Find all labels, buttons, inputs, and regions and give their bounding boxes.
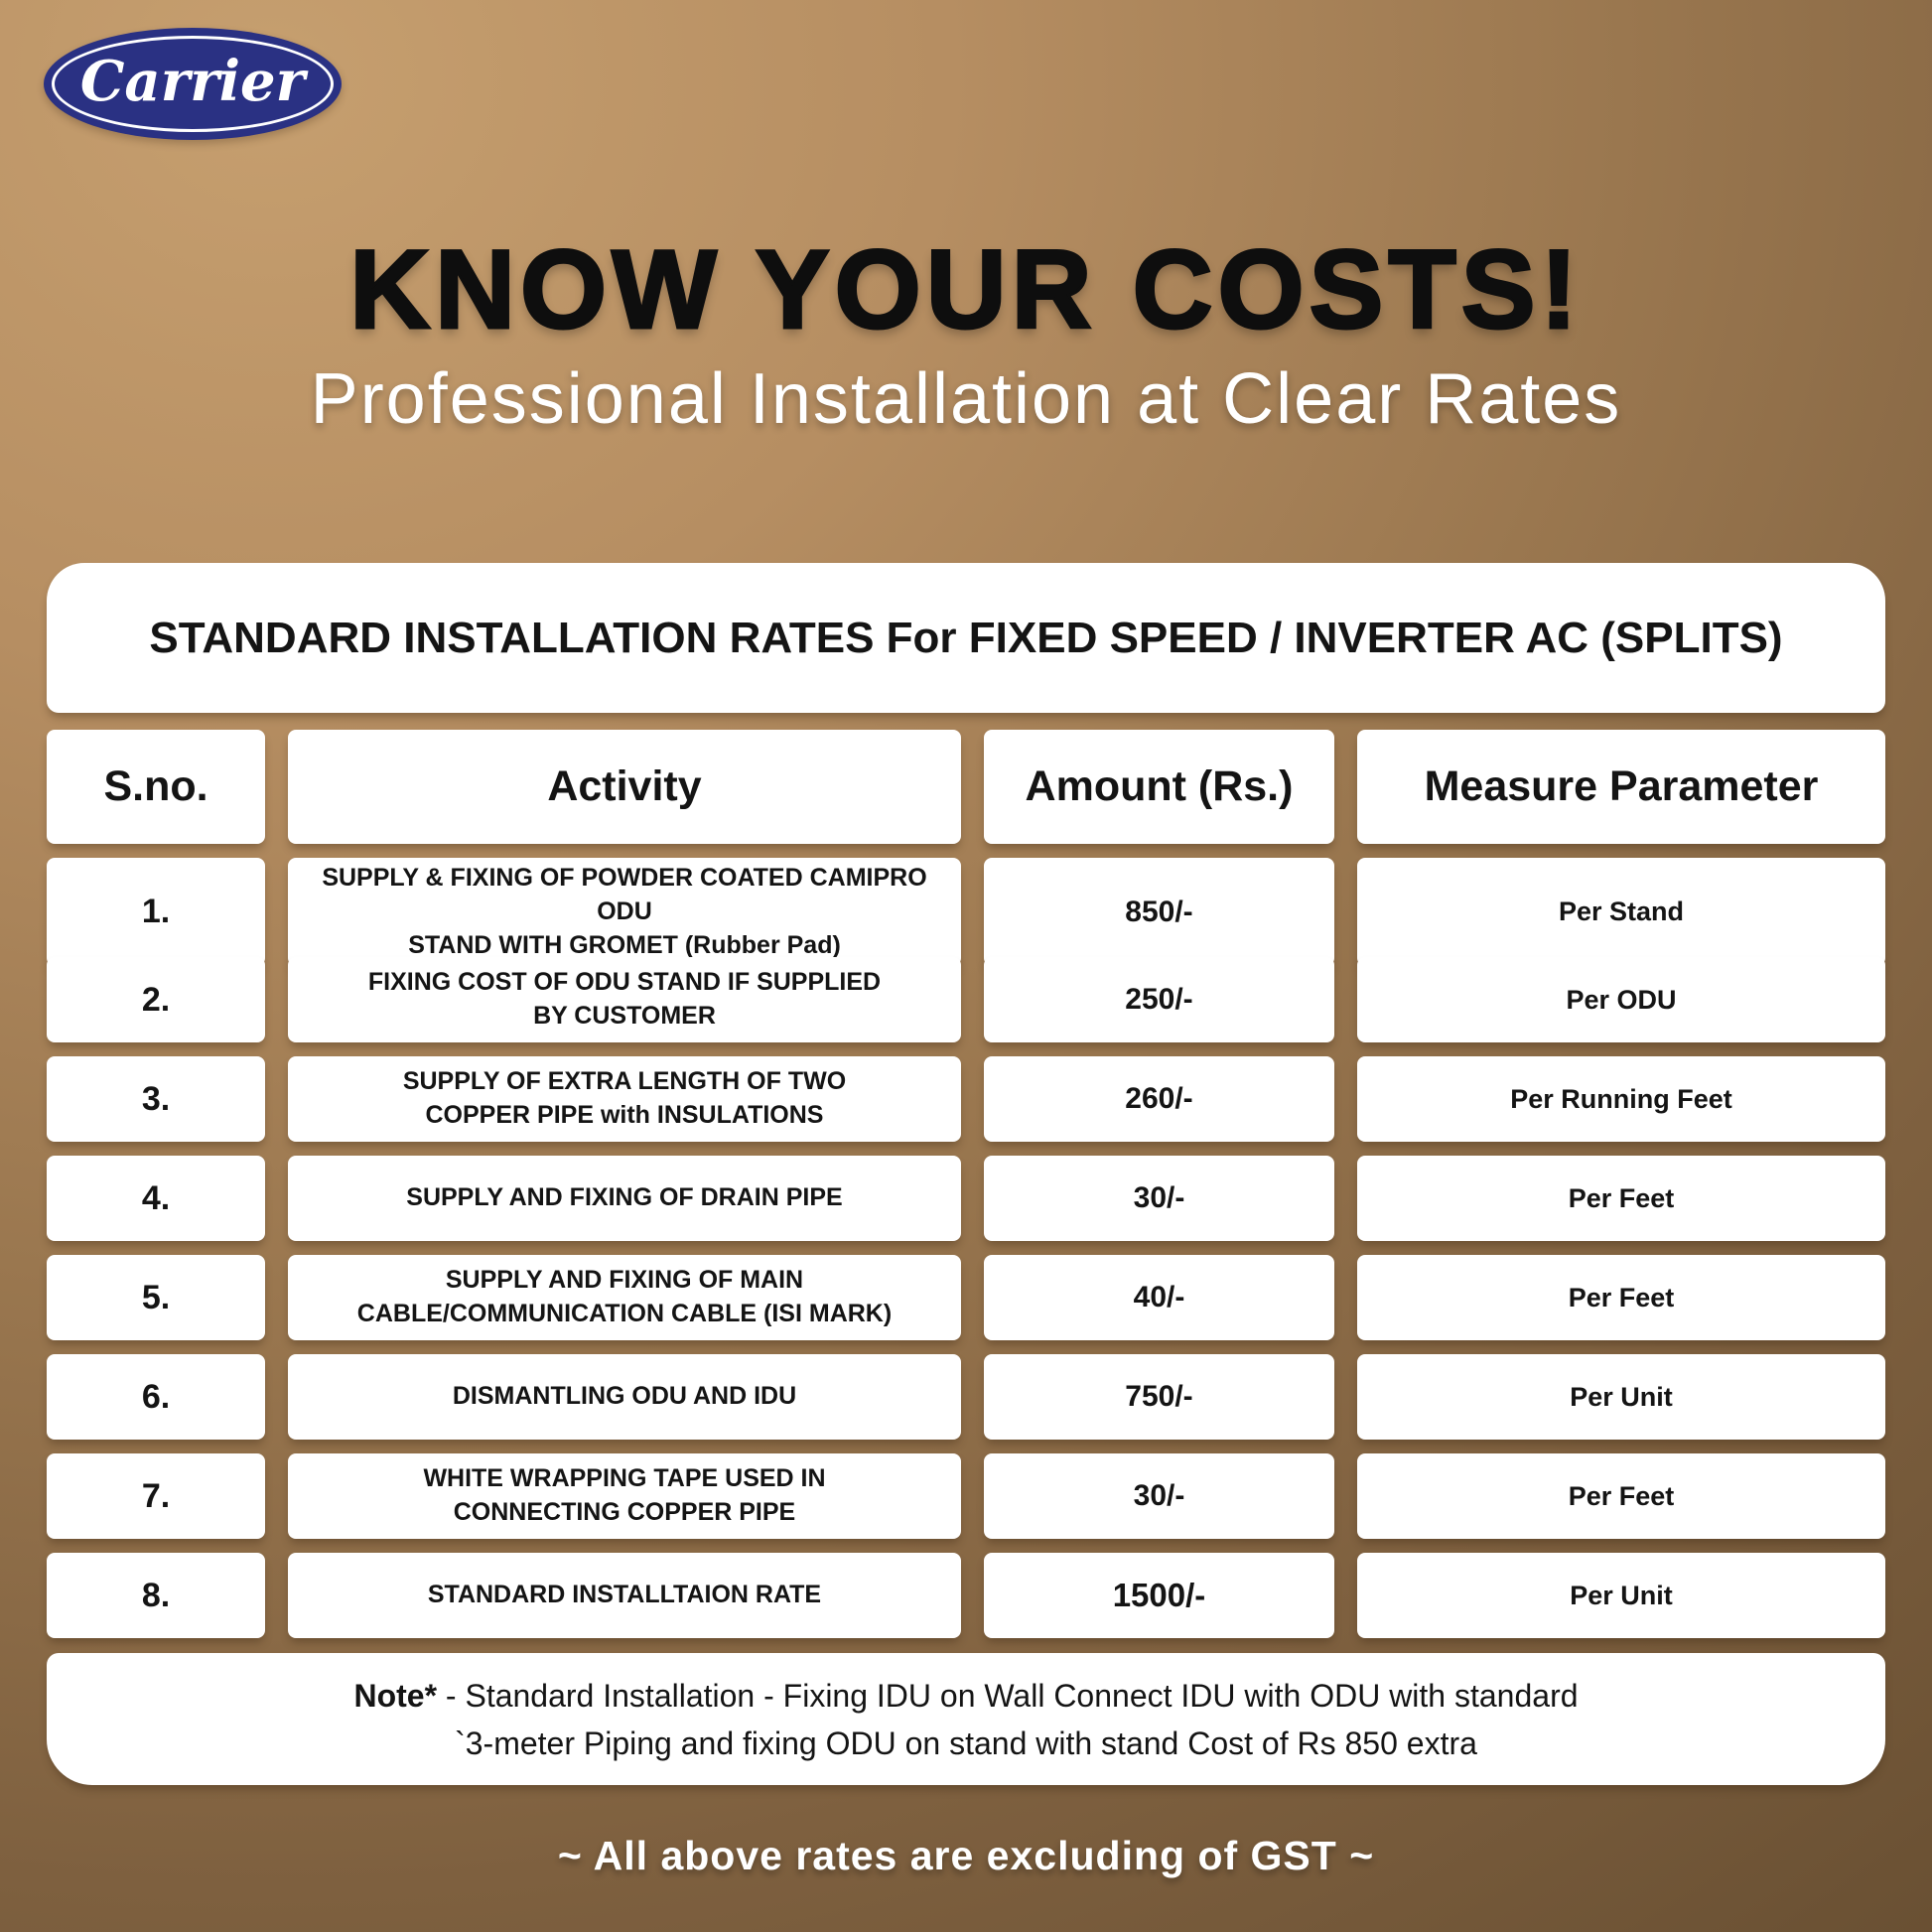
row-sno: 8. bbox=[47, 1553, 265, 1638]
table-row: 6. DISMANTLING ODU AND IDU 750/- Per Uni… bbox=[47, 1354, 1885, 1440]
table-row: 5. SUPPLY AND FIXING OF MAIN CABLE/COMMU… bbox=[47, 1255, 1885, 1340]
note-line2: `3-meter Piping and fixing ODU on stand … bbox=[455, 1725, 1477, 1761]
table-title: STANDARD INSTALLATION RATES For FIXED SP… bbox=[47, 563, 1885, 713]
table-row: 2. FIXING COST OF ODU STAND IF SUPPLIED … bbox=[47, 957, 1885, 1042]
row-amount: 30/- bbox=[984, 1156, 1334, 1241]
table-row: 7. WHITE WRAPPING TAPE USED IN CONNECTIN… bbox=[47, 1453, 1885, 1539]
row-sno: 2. bbox=[47, 957, 265, 1042]
row-measure: Per Stand bbox=[1357, 858, 1885, 967]
note-box: Note* - Standard Installation - Fixing I… bbox=[47, 1653, 1885, 1785]
row-sno: 4. bbox=[47, 1156, 265, 1241]
table-row: 1. SUPPLY & FIXING OF POWDER COATED CAMI… bbox=[47, 858, 1885, 967]
rates-table: STANDARD INSTALLATION RATES For FIXED SP… bbox=[47, 563, 1885, 1785]
page-subtitle: Professional Installation at Clear Rates bbox=[310, 359, 1622, 439]
row-amount: 750/- bbox=[984, 1354, 1334, 1440]
row-activity: WHITE WRAPPING TAPE USED IN CONNECTING C… bbox=[288, 1453, 961, 1539]
row-sno: 7. bbox=[47, 1453, 265, 1539]
row-amount: 260/- bbox=[984, 1056, 1334, 1142]
row-amount: 30/- bbox=[984, 1453, 1334, 1539]
carrier-logo: Carrier bbox=[44, 28, 342, 140]
row-amount: 40/- bbox=[984, 1255, 1334, 1340]
row-activity: SUPPLY AND FIXING OF MAIN CABLE/COMMUNIC… bbox=[288, 1255, 961, 1340]
row-activity: STANDARD INSTALLTAION RATE bbox=[288, 1553, 961, 1638]
row-measure: Per Feet bbox=[1357, 1156, 1885, 1241]
row-activity: DISMANTLING ODU AND IDU bbox=[288, 1354, 961, 1440]
table-body: 1. SUPPLY & FIXING OF POWDER COATED CAMI… bbox=[47, 858, 1885, 1638]
row-amount: 850/- bbox=[984, 858, 1334, 967]
row-measure: Per Feet bbox=[1357, 1255, 1885, 1340]
row-amount: 250/- bbox=[984, 957, 1334, 1042]
column-header-measure: Measure Parameter bbox=[1357, 730, 1885, 844]
column-header-sno: S.no. bbox=[47, 730, 265, 844]
row-sno: 5. bbox=[47, 1255, 265, 1340]
row-activity: SUPPLY OF EXTRA LENGTH OF TWO COPPER PIP… bbox=[288, 1056, 961, 1142]
table-row: 8. STANDARD INSTALLTAION RATE 1500/- Per… bbox=[47, 1553, 1885, 1638]
table-header-row: S.no. Activity Amount (Rs.) Measure Para… bbox=[47, 730, 1885, 844]
column-header-amount: Amount (Rs.) bbox=[984, 730, 1334, 844]
note-line1: - Standard Installation - Fixing IDU on … bbox=[437, 1677, 1579, 1714]
row-sno: 1. bbox=[47, 858, 265, 967]
note-prefix: Note* bbox=[353, 1677, 438, 1714]
row-measure: Per Running Feet bbox=[1357, 1056, 1885, 1142]
footer-text: ~ All above rates are excluding of GST ~ bbox=[557, 1833, 1375, 1878]
row-amount: 1500/- bbox=[984, 1553, 1334, 1638]
page-title: KNOW YOUR COSTS! bbox=[348, 227, 1583, 351]
row-sno: 6. bbox=[47, 1354, 265, 1440]
column-header-activity: Activity bbox=[288, 730, 961, 844]
table-row: 4. SUPPLY AND FIXING OF DRAIN PIPE 30/- … bbox=[47, 1156, 1885, 1241]
table-row: 3. SUPPLY OF EXTRA LENGTH OF TWO COPPER … bbox=[47, 1056, 1885, 1142]
row-activity: SUPPLY AND FIXING OF DRAIN PIPE bbox=[288, 1156, 961, 1241]
carrier-logo-text: Carrier bbox=[79, 48, 306, 114]
row-measure: Per ODU bbox=[1357, 957, 1885, 1042]
row-activity: FIXING COST OF ODU STAND IF SUPPLIED BY … bbox=[288, 957, 961, 1042]
row-activity: SUPPLY & FIXING OF POWDER COATED CAMIPRO… bbox=[288, 858, 961, 967]
row-sno: 3. bbox=[47, 1056, 265, 1142]
row-measure: Per Unit bbox=[1357, 1354, 1885, 1440]
row-measure: Per Unit bbox=[1357, 1553, 1885, 1638]
row-measure: Per Feet bbox=[1357, 1453, 1885, 1539]
note-text: Note* - Standard Installation - Fixing I… bbox=[353, 1672, 1578, 1767]
